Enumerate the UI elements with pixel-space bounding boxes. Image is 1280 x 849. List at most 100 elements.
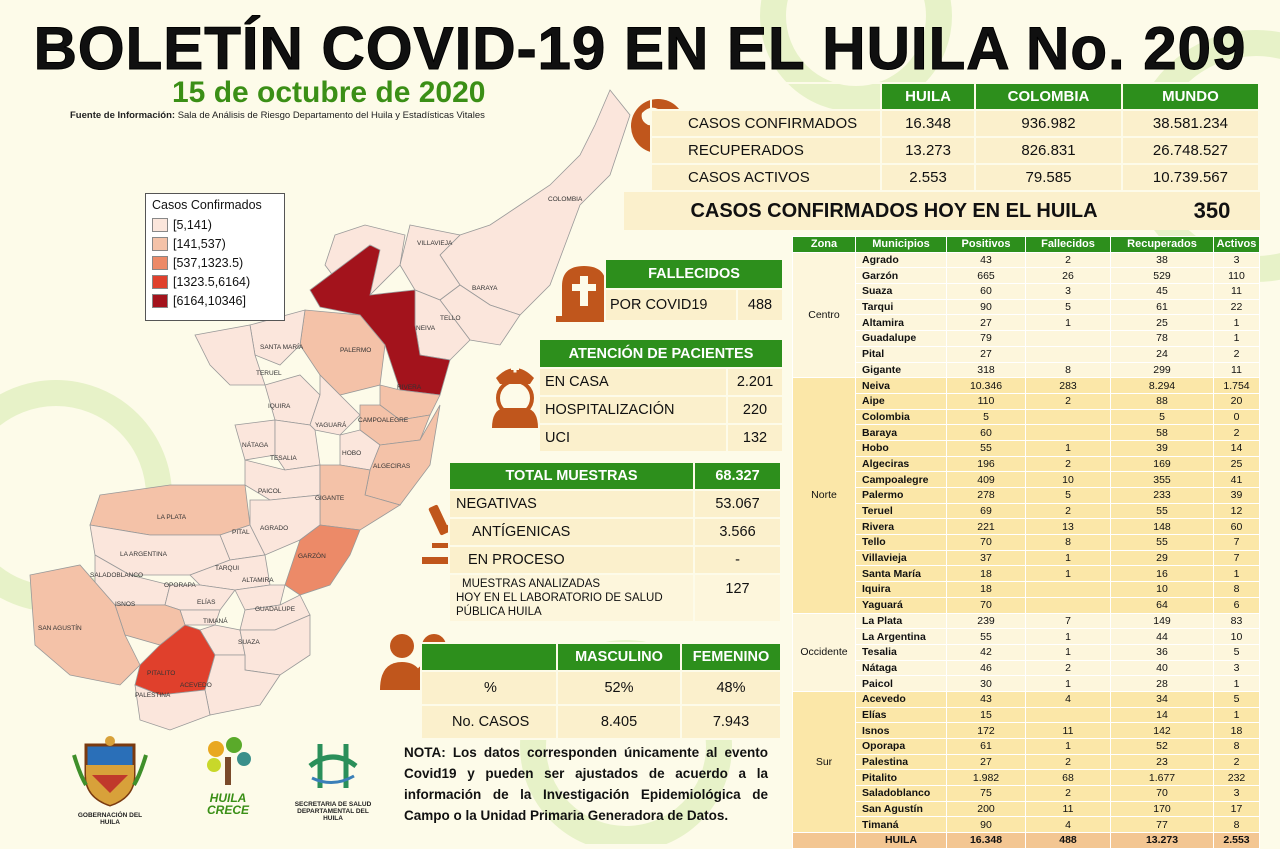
map-label: COLOMBIA <box>548 196 583 203</box>
summary-cell: 26.748.527 <box>1120 136 1261 165</box>
table-cell: 44 <box>1110 628 1214 645</box>
table-cell: 283 <box>1025 377 1111 394</box>
map-region-palestina[interactable] <box>134 684 211 731</box>
legend-item: [1323.5,6164) <box>152 272 278 291</box>
table-cell: 1 <box>1213 675 1260 692</box>
table-row: Nátaga 46 2 40 3 <box>793 659 1260 677</box>
map-label: TERUEL <box>256 370 282 377</box>
table-cell: 5 <box>1025 298 1111 316</box>
map-label: ACEVEDO <box>180 682 212 689</box>
total-cell: HUILA <box>855 832 947 849</box>
table-row: Santa María 18 1 16 1 <box>793 565 1260 583</box>
table-cell: 148 <box>1110 518 1214 536</box>
table-cell: 3 <box>1213 659 1260 677</box>
map-label: SUAZA <box>238 639 260 646</box>
table-cell: 110 <box>1213 267 1260 285</box>
cases-masculino: 8.405 <box>556 704 682 740</box>
municipio-name: Rivera <box>855 518 947 536</box>
map-label: ELÍAS <box>197 597 216 606</box>
table-row: Timaná 90 4 77 8 <box>793 816 1260 834</box>
table-cell: 1 <box>1213 330 1260 347</box>
table-cell: 7 <box>1213 534 1260 551</box>
table-cell: 37 <box>946 549 1026 567</box>
table-cell: 529 <box>1110 267 1214 285</box>
municipio-name: Altamira <box>855 314 947 332</box>
sexo-header: MASCULINO <box>556 642 682 672</box>
tombstone-icon <box>556 266 612 322</box>
table-cell: 3 <box>1213 785 1260 802</box>
map-label: GUADALUPE <box>255 606 296 613</box>
map-label: SAN AGUSTÍN <box>38 623 82 632</box>
municipio-name: Garzón <box>855 267 947 285</box>
table-cell: 17 <box>1213 800 1260 818</box>
table-cell: 149 <box>1110 612 1214 630</box>
municipio-name: Algeciras <box>855 455 947 473</box>
map-region-yaguara[interactable] <box>309 374 361 436</box>
source-label: Fuente de Información: <box>70 110 176 121</box>
summary-cell: 38.581.234 <box>1120 109 1261 138</box>
legend-swatch <box>152 236 168 251</box>
table-cell <box>1025 706 1111 724</box>
legend-item: [6164,10346] <box>152 291 278 310</box>
huila-map: VILLAVIEJA BARAYA TELLO NEIVA SANTA MARÍ… <box>29 89 631 731</box>
table-cell: 1 <box>1025 738 1111 755</box>
legend-label: [141,537) <box>173 236 226 251</box>
atencion-header: ATENCIÓN DE PACIENTES <box>538 338 784 369</box>
table-cell: 1 <box>1025 675 1111 692</box>
table-cell: 36 <box>1110 643 1214 661</box>
map-region-garzon[interactable] <box>284 524 361 596</box>
table-cell: 13 <box>1025 518 1111 536</box>
map-region-nataga[interactable] <box>234 419 276 461</box>
map-label: HOBO <box>342 450 361 457</box>
total-blank <box>792 832 856 849</box>
table-cell: 169 <box>1110 455 1214 473</box>
table-cell: 42 <box>946 643 1026 661</box>
map-region-altamira[interactable] <box>234 584 286 611</box>
table-row: Yaguará 70 64 6 <box>793 596 1260 614</box>
map-label: AGRADO <box>260 525 288 532</box>
table-cell: 10 <box>1213 628 1260 645</box>
pct-label: % <box>420 670 558 706</box>
table-cell: 0 <box>1213 408 1260 426</box>
table-cell: 79 <box>946 330 1026 347</box>
map-region-palermo[interactable] <box>299 309 386 396</box>
atencion-table: ATENCIÓN DE PACIENTES EN CASA 2.201 HOSPI… <box>538 338 784 453</box>
table-cell: 16 <box>1110 565 1214 583</box>
table-row: Aipe 110 2 88 20 <box>793 392 1260 410</box>
today-cases-bar: CASOS CONFIRMADOS HOY EN EL HUILA 350 <box>624 192 1260 230</box>
table-cell: 55 <box>1110 534 1214 551</box>
table-cell: 8.294 <box>1110 377 1214 394</box>
table-cell: 18 <box>946 565 1026 583</box>
table-row: Rivera 221 13 148 60 <box>793 518 1260 536</box>
map-label: PALERMO <box>340 347 371 354</box>
map-region-la-plata[interactable] <box>89 484 251 536</box>
table-cell: 10.346 <box>946 377 1026 394</box>
table-row: Altamira 27 1 25 1 <box>793 314 1260 332</box>
table-row: Suaza 60 3 45 11 <box>793 283 1260 300</box>
map-label: TESALIA <box>270 455 297 462</box>
antigenicas-label: ANTÍGENICAS <box>448 517 695 547</box>
map-label: ISNOS <box>115 601 136 608</box>
table-row: Hobo 55 1 39 14 <box>793 439 1260 457</box>
atencion-label: HOSPITALIZACIÓN <box>538 395 728 425</box>
lab-label: MUESTRAS ANALIZADAS HOY EN EL LABORATORI… <box>448 573 695 623</box>
atencion-value: 220 <box>726 395 784 425</box>
table-cell: 196 <box>946 455 1026 473</box>
table-cell: 26 <box>1025 267 1111 285</box>
table-cell: 1 <box>1025 643 1111 661</box>
table-cell: 1 <box>1025 439 1111 457</box>
table-row: Saladoblanco 75 2 70 3 <box>793 785 1260 802</box>
table-cell: 355 <box>1110 471 1214 488</box>
map-region-iquira[interactable] <box>264 374 321 426</box>
table-cell: 23 <box>1110 753 1214 771</box>
table-cell: 64 <box>1110 596 1214 614</box>
municipio-name: Iquira <box>855 581 947 598</box>
table-cell: 4 <box>1025 816 1111 834</box>
municipio-name: Tello <box>855 534 947 551</box>
legend-swatch <box>152 217 168 232</box>
table-cell: 55 <box>946 439 1026 457</box>
summary-header: COLOMBIA <box>974 82 1123 111</box>
table-row: San Agustín 200 11 170 17 <box>793 800 1260 818</box>
table-cell: 25 <box>1213 455 1260 473</box>
table-cell: 60 <box>1213 518 1260 536</box>
